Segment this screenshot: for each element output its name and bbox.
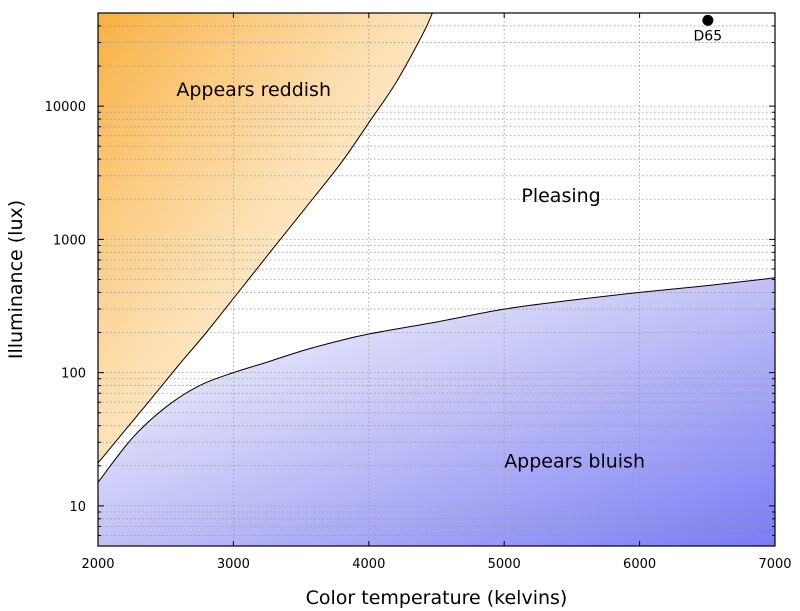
annotated-points: D65 xyxy=(694,14,723,44)
grid-lines xyxy=(98,13,775,546)
x-axis-title: Color temperature (kelvins) xyxy=(306,587,568,609)
x-tick-label: 3000 xyxy=(217,557,250,572)
series-line-upper xyxy=(98,13,433,464)
d65-point xyxy=(702,14,714,26)
region-label: Pleasing xyxy=(521,185,600,207)
bluish-region xyxy=(98,277,775,546)
y-tick-label: 10 xyxy=(69,500,86,515)
region-labels: Appears reddish Pleasing Appears bluish xyxy=(176,79,645,472)
x-tick-label: 2000 xyxy=(81,557,114,572)
reddish-region xyxy=(98,13,433,463)
axis-ticks: 2000 3000 4000 5000 6000 7000 10 100 1000 10000 xyxy=(45,12,792,572)
x-tick-label: 5000 xyxy=(488,557,521,572)
region-label: Appears bluish xyxy=(504,450,645,472)
series-lines xyxy=(98,13,775,483)
y-tick-label: 1000 xyxy=(53,233,86,248)
x-tick-label: 7000 xyxy=(758,557,791,572)
x-tick-label: 6000 xyxy=(623,557,656,572)
d65-label: D65 xyxy=(694,28,723,44)
x-tick-label: 4000 xyxy=(352,557,385,572)
y-tick-label: 100 xyxy=(61,367,86,382)
plot-frame xyxy=(97,12,776,547)
y-axis-title: Illuminance (lux) xyxy=(5,200,27,359)
region-label: Appears reddish xyxy=(176,79,331,101)
series-line-lower xyxy=(98,277,775,483)
y-tick-label: 10000 xyxy=(45,100,86,115)
